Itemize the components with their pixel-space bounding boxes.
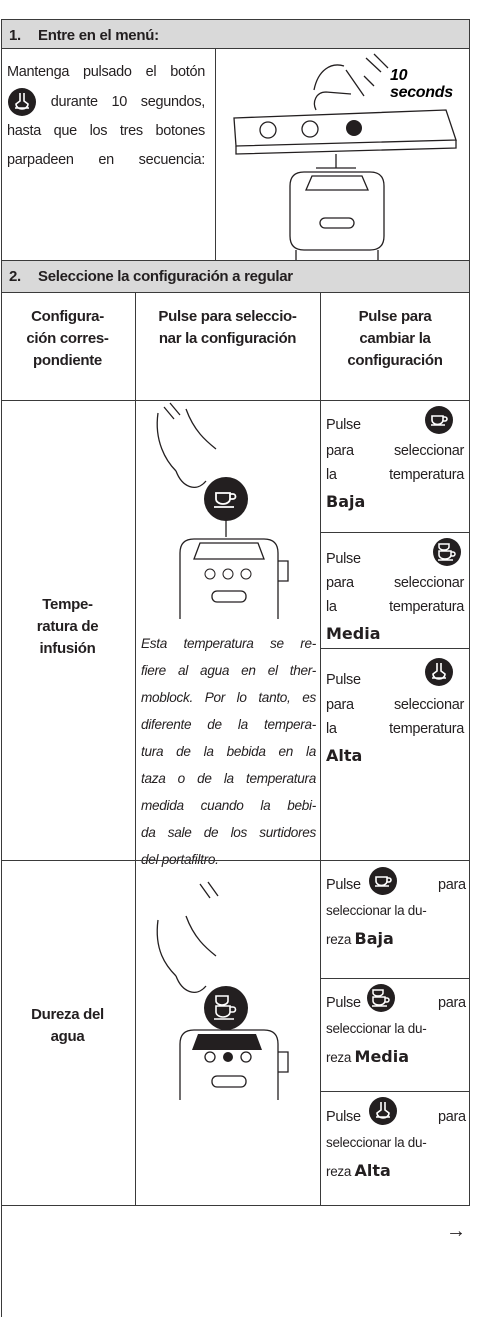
text: da sale de los surtidores: [141, 825, 316, 840]
text: taza o de la temperatura: [141, 771, 316, 786]
text: Configura-: [31, 308, 104, 325]
section-title: Seleccione la configuración a regular: [38, 268, 293, 285]
border: [1, 292, 470, 293]
text: Tempe-: [42, 596, 93, 613]
border: [320, 648, 470, 649]
text: Pulse: [326, 551, 361, 567]
border: [215, 48, 216, 260]
text: nar la configuración: [158, 330, 297, 347]
border: [320, 978, 470, 979]
border: [1, 1205, 470, 1206]
option-last-line: reza Media: [326, 1047, 409, 1066]
text: Pulse: [326, 417, 361, 433]
text: cambiar la: [359, 330, 431, 347]
text: Pulse para seleccio-: [158, 308, 297, 325]
border: [1, 860, 470, 861]
border: [320, 532, 470, 533]
text: Pulse: [326, 877, 361, 893]
section-header: 1. Entre en el menú:: [1, 20, 470, 49]
text: para: [438, 1109, 466, 1125]
border: [320, 1091, 470, 1092]
section-number: 1.: [9, 27, 21, 44]
next-arrow: →: [446, 1220, 466, 1242]
text: la temperatura: [326, 599, 464, 615]
border: [1, 260, 470, 261]
illustration: [156, 881, 289, 1100]
text: seleccionar la du-: [326, 903, 427, 918]
level: Baja: [354, 929, 394, 948]
text: Pulse: [326, 1109, 361, 1125]
setting-name: Dureza del agua: [0, 1004, 135, 1048]
column-header: Pulse para cambiar la configuración: [320, 306, 470, 372]
illustration: 10 seconds: [233, 53, 457, 260]
text: del portafiltro.: [141, 852, 219, 867]
text: fiere al agua en el ther-: [141, 663, 316, 678]
note: Esta temperatura se re- fiere al agua en…: [141, 630, 316, 873]
text: configuración: [347, 352, 443, 369]
text: para seleccionar: [326, 697, 464, 713]
text: reza: [326, 932, 352, 947]
text: para seleccionar: [326, 443, 464, 459]
column-header: Pulse para seleccio- nar la configuració…: [135, 306, 320, 350]
border: [1, 19, 470, 20]
text: agua: [50, 1028, 85, 1045]
border: [1, 48, 470, 49]
level: Alta: [326, 746, 363, 765]
setting-name: Tempe- ratura de infusión: [0, 594, 135, 660]
text: Mantenga pulsado el botón: [7, 64, 205, 80]
button-icon: [7, 87, 37, 117]
border: [1, 19, 2, 1317]
text: reza: [326, 1164, 352, 1179]
border: [135, 292, 136, 1205]
text: seleccionar la du-: [326, 1135, 427, 1150]
text: Pulse: [326, 672, 361, 688]
text: moblock. Por lo tanto, es: [141, 690, 316, 705]
text: para: [438, 995, 466, 1011]
text: Pulse para: [358, 308, 432, 325]
level: Media: [326, 624, 381, 643]
button-icon: [424, 405, 454, 435]
text: diferente de la tempera-: [141, 717, 316, 732]
text: ción corres-: [26, 330, 109, 347]
text: Esta temperatura se re-: [141, 636, 316, 651]
option-last-line: reza Alta: [326, 1161, 391, 1180]
text: reza: [326, 1050, 352, 1065]
border: [320, 292, 321, 1205]
text: pondiente: [33, 352, 102, 369]
text: para: [438, 877, 466, 893]
text: la temperatura: [326, 467, 464, 483]
section-number: 2.: [9, 268, 21, 285]
border: [1, 400, 470, 401]
level: Media: [354, 1047, 410, 1066]
illustration: [156, 402, 289, 619]
duration-label: 10: [390, 67, 408, 84]
text: Pulse: [326, 995, 361, 1011]
text: la temperatura: [326, 721, 464, 737]
button-icon: [368, 1096, 398, 1126]
text: Dureza del: [31, 1006, 104, 1023]
button-icon: [368, 866, 398, 896]
text: durante 10 segundos, hasta que los tres …: [7, 93, 206, 168]
text: tura de la bebida en la: [141, 744, 316, 759]
text: medida cuando la bebi-: [141, 798, 316, 813]
button-icon: [432, 537, 462, 567]
text: infusión: [39, 640, 96, 657]
option-last-line: reza Baja: [326, 929, 394, 948]
duration-label: seconds: [390, 84, 453, 101]
section-header: 2. Seleccione la configuración a regular: [1, 261, 470, 292]
button-icon: [424, 657, 454, 687]
text: para seleccionar: [326, 575, 464, 591]
button-icon: [366, 983, 396, 1013]
section-title: Entre en el menú:: [38, 27, 159, 44]
text: seleccionar la du-: [326, 1021, 427, 1036]
column-header: Configura- ción corres- pondiente: [0, 306, 135, 372]
text: ratura de: [36, 618, 99, 635]
level: Alta: [354, 1161, 391, 1180]
border: [469, 19, 470, 1205]
level: Baja: [326, 492, 366, 511]
instruction-text: Mantenga pulsado el botón durante 10 seg…: [7, 58, 205, 175]
